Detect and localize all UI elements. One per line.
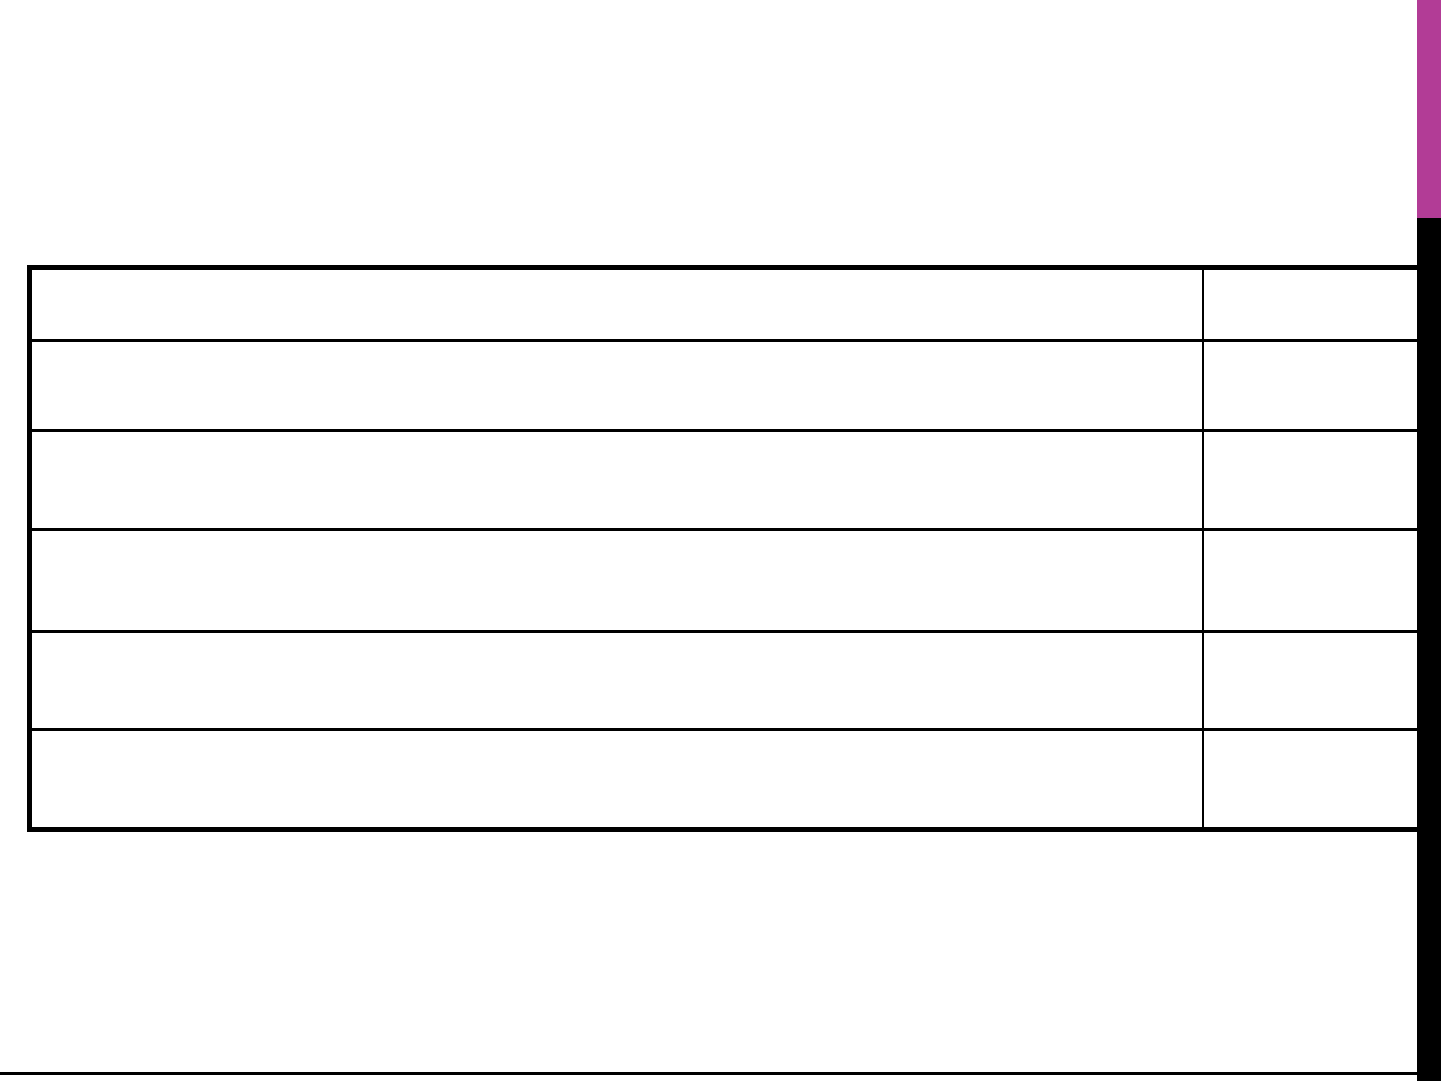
table-cell[interactable] (1202, 629, 1430, 730)
table-row (29, 267, 1430, 341)
table-row (29, 528, 1430, 632)
table-cell[interactable] (29, 267, 1203, 341)
table-cell[interactable] (1202, 338, 1430, 431)
table-cell[interactable] (1202, 728, 1430, 830)
footer-rule (0, 1072, 1441, 1075)
table-row (29, 428, 1430, 530)
table-row (29, 728, 1430, 830)
table-cell[interactable] (29, 428, 1203, 530)
table-cell[interactable] (29, 728, 1203, 830)
edge-bar-black (1417, 218, 1441, 1081)
table-cell[interactable] (29, 338, 1203, 431)
table-cell[interactable] (1202, 267, 1430, 341)
content-table (27, 265, 1432, 832)
table-cell[interactable] (1202, 428, 1430, 530)
table-cell[interactable] (29, 629, 1203, 730)
table-cell[interactable] (1202, 528, 1430, 632)
table-row (29, 629, 1430, 730)
accent-bar-magenta (1417, 0, 1441, 218)
table-row (29, 338, 1430, 431)
table-cell[interactable] (29, 528, 1203, 632)
